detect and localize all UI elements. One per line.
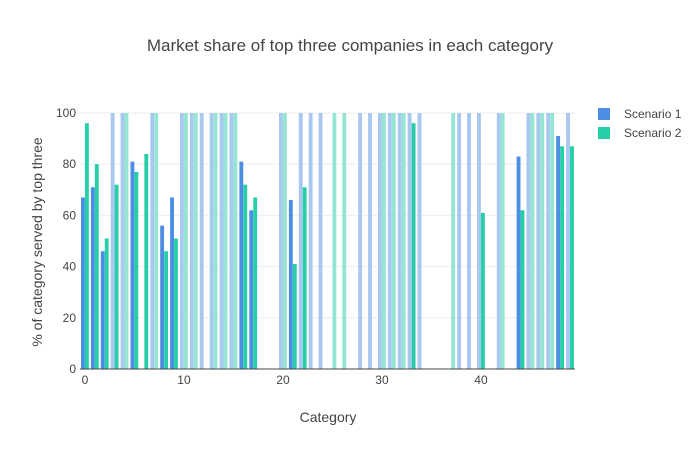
bar-scenario-1-11[interactable] (189, 113, 194, 369)
x-axis-title: Category (300, 409, 357, 425)
bar-scenario-1-4[interactable] (120, 113, 125, 369)
bar-scenario-1-39[interactable] (467, 113, 471, 369)
bar-scenario-2-22[interactable] (302, 187, 307, 369)
y-axis-ticks: 0 20 40 60 80 100 (56, 106, 76, 376)
bar-scenario-1-40[interactable] (476, 113, 481, 369)
bar-scenario-2-30[interactable] (381, 113, 386, 369)
bar-scenario-1-33[interactable] (407, 113, 412, 369)
bar-scenario-1-31[interactable] (387, 113, 392, 369)
bar-scenario-2-44[interactable] (520, 210, 525, 369)
bar-scenario-1-17[interactable] (249, 210, 254, 369)
bar-scenario-1-48[interactable] (556, 136, 561, 369)
bar-scenario-1-16[interactable] (239, 161, 244, 369)
bar-scenario-2-45[interactable] (530, 113, 535, 369)
bar-scenario-2-33[interactable] (411, 123, 416, 370)
x-tick-label: 20 (276, 373, 290, 387)
x-tick-label: 40 (474, 373, 488, 387)
x-tick-label: 0 (82, 373, 89, 387)
y-axis-title: % of category served by top three (29, 137, 45, 347)
bar-scenario-1-5[interactable] (130, 161, 135, 369)
bar-scenario-2-20[interactable] (282, 113, 287, 369)
bar-scenario-2-25[interactable] (332, 113, 337, 369)
bar-scenario-2-2[interactable] (104, 238, 109, 369)
bar-scenario-1-38[interactable] (457, 113, 462, 369)
bar-scenario-2-48[interactable] (560, 146, 565, 369)
bar-scenario-2-8[interactable] (164, 251, 169, 369)
y-tick-label: 80 (63, 157, 77, 171)
bar-scenario-2-17[interactable] (253, 197, 258, 369)
bar-scenario-1-22[interactable] (298, 113, 303, 369)
bar-scenario-2-47[interactable] (550, 113, 555, 369)
x-axis-ticks: 0 10 20 30 40 (82, 373, 488, 387)
bar-scenario-2-3[interactable] (114, 184, 119, 369)
bar-scenario-1-44[interactable] (516, 156, 521, 369)
bar-scenario-1-12[interactable] (199, 113, 204, 369)
y-tick-label: 100 (56, 106, 76, 120)
chart-title: Market share of top three companies in e… (147, 36, 554, 55)
bars (80, 113, 574, 370)
bar-scenario-2-4[interactable] (124, 113, 129, 369)
bar-scenario-1-0[interactable] (80, 197, 85, 369)
x-tick-label: 30 (375, 373, 389, 387)
bar-scenario-2-26[interactable] (342, 113, 347, 369)
y-tick-label: 0 (69, 362, 76, 376)
bar-scenario-1-21[interactable] (288, 200, 293, 369)
bar-scenario-1-2[interactable] (100, 251, 105, 369)
bar-scenario-2-21[interactable] (292, 264, 297, 369)
y-tick-label: 20 (63, 311, 77, 325)
bar-scenario-2-37[interactable] (451, 113, 456, 369)
bar-scenario-1-34[interactable] (417, 113, 422, 369)
bar-scenario-2-1[interactable] (94, 164, 99, 369)
bar-scenario-1-30[interactable] (377, 113, 382, 369)
legend-label-1[interactable]: Scenario 2 (624, 126, 682, 140)
bar-scenario-1-32[interactable] (397, 113, 402, 369)
bar-scenario-1-46[interactable] (536, 113, 541, 369)
bar-scenario-2-31[interactable] (391, 113, 396, 369)
bar-scenario-1-9[interactable] (170, 197, 174, 369)
bar-scenario-1-23[interactable] (308, 113, 313, 369)
bar-scenario-1-14[interactable] (219, 113, 224, 369)
bar-scenario-2-14[interactable] (223, 113, 228, 369)
bar-scenario-2-5[interactable] (134, 171, 139, 369)
bar-scenario-2-6[interactable] (144, 153, 149, 369)
legend-swatch-1 (598, 127, 610, 139)
bar-scenario-1-8[interactable] (160, 225, 165, 369)
bar-scenario-1-47[interactable] (546, 113, 551, 369)
bar-scenario-1-10[interactable] (179, 113, 184, 369)
bar-scenario-1-15[interactable] (229, 113, 234, 369)
bar-scenario-1-7[interactable] (150, 113, 155, 369)
bar-scenario-1-29[interactable] (368, 113, 372, 369)
bar-scenario-1-49[interactable] (566, 113, 570, 369)
bar-scenario-2-13[interactable] (213, 113, 218, 369)
bar-scenario-1-28[interactable] (358, 113, 363, 369)
legend[interactable]: Scenario 1 Scenario 2 (598, 107, 682, 140)
bar-scenario-1-45[interactable] (526, 113, 531, 369)
bar-scenario-1-20[interactable] (278, 113, 283, 369)
y-tick-label: 40 (63, 260, 77, 274)
bar-scenario-1-42[interactable] (496, 113, 501, 369)
bar-scenario-2-49[interactable] (570, 146, 574, 369)
y-tick-label: 60 (63, 208, 77, 222)
bar-scenario-2-9[interactable] (174, 238, 178, 369)
bar-scenario-2-16[interactable] (243, 184, 248, 369)
bar-scenario-1-3[interactable] (110, 113, 115, 369)
bar-scenario-1-24[interactable] (318, 113, 323, 369)
bar-scenario-2-46[interactable] (540, 113, 545, 369)
legend-swatch-0 (598, 108, 610, 120)
bar-scenario-1-13[interactable] (209, 113, 214, 369)
bar-scenario-2-11[interactable] (193, 113, 198, 369)
x-tick-label: 10 (177, 373, 191, 387)
bar-scenario-2-0[interactable] (84, 123, 89, 370)
bar-scenario-2-15[interactable] (233, 113, 238, 369)
bar-scenario-2-40[interactable] (480, 212, 485, 369)
bar-scenario-2-42[interactable] (500, 113, 505, 369)
bar-scenario-1-1[interactable] (90, 187, 95, 369)
bar-scenario-2-32[interactable] (401, 113, 406, 369)
bar-scenario-2-10[interactable] (183, 113, 188, 369)
legend-label-0[interactable]: Scenario 1 (624, 107, 682, 121)
bar-scenario-2-7[interactable] (154, 113, 159, 369)
